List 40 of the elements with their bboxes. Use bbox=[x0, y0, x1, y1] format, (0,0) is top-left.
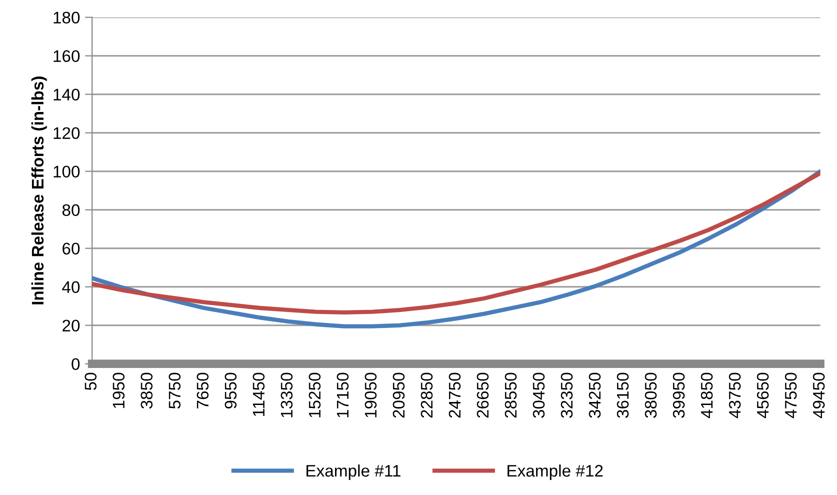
x-tick-label: 32350 bbox=[560, 372, 573, 418]
x-tick-label: 5750 bbox=[168, 372, 181, 409]
x-tick-label: 36150 bbox=[616, 372, 629, 418]
x-tick-label: 3850 bbox=[140, 372, 153, 409]
y-tick-label: 100 bbox=[54, 166, 80, 178]
x-tick-label: 41850 bbox=[700, 372, 713, 418]
y-tick-label: 60 bbox=[62, 242, 80, 255]
y-tick-label: 0 bbox=[72, 358, 80, 370]
x-tick-label: 43750 bbox=[728, 372, 741, 418]
x-tick-label: 45650 bbox=[756, 372, 769, 418]
x-tick-label: 38050 bbox=[644, 372, 657, 418]
x-tick-label: 7650 bbox=[196, 372, 209, 408]
y-axis-title: Inline Release Efforts (in-lbs) bbox=[31, 76, 47, 304]
x-tick-label: 49450 bbox=[812, 372, 825, 418]
x-tick-label: 1950 bbox=[112, 372, 125, 408]
y-tick-label: 20 bbox=[62, 320, 80, 332]
x-tick-label: 47550 bbox=[784, 372, 797, 418]
y-tick-label: 140 bbox=[54, 88, 80, 101]
y-tick-label: 80 bbox=[62, 204, 80, 216]
y-tick-label: 40 bbox=[62, 281, 80, 294]
x-tick-label: 15250 bbox=[308, 372, 321, 418]
x-tick-label: 19050 bbox=[364, 372, 377, 418]
y-tick-label: 180 bbox=[54, 12, 80, 24]
x-tick-label: 30450 bbox=[532, 372, 545, 418]
x-tick-label: 11450 bbox=[252, 372, 265, 416]
x-tick-label: 13350 bbox=[280, 372, 293, 418]
x-tick-label: 24750 bbox=[448, 372, 461, 418]
y-tick-label: 160 bbox=[54, 50, 80, 62]
x-tick-label: 39950 bbox=[672, 372, 685, 418]
x-tick-label: 17150 bbox=[336, 372, 349, 418]
x-tick-label: 26650 bbox=[476, 372, 489, 418]
x-tick-label: 22850 bbox=[420, 372, 433, 418]
x-tick-label: 28550 bbox=[504, 372, 517, 418]
y-tick-label: 120 bbox=[54, 127, 80, 140]
legend-label: Example #12 bbox=[508, 464, 603, 480]
x-tick-label: 34250 bbox=[588, 372, 601, 418]
legend-label: Example #11 bbox=[306, 464, 400, 480]
x-tick-label: 9550 bbox=[224, 372, 237, 408]
x-tick-label: 50 bbox=[84, 372, 97, 390]
x-tick-label: 20950 bbox=[392, 372, 405, 418]
